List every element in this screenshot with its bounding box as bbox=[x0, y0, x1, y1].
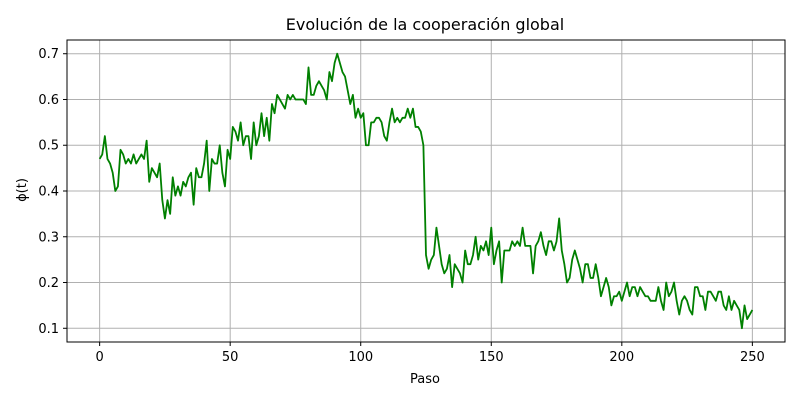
y-tick-label: 0.1 bbox=[38, 322, 59, 337]
x-tick-label: 100 bbox=[348, 350, 373, 365]
y-tick-label: 0.5 bbox=[38, 139, 59, 154]
x-tick-label: 150 bbox=[479, 350, 504, 365]
x-axis-label: Paso bbox=[410, 372, 440, 387]
y-tick-label: 0.6 bbox=[38, 93, 59, 108]
y-tick-label: 0.7 bbox=[38, 47, 59, 62]
x-axis-ticks: 0 50 100 150 200 250 bbox=[95, 342, 765, 365]
x-tick-label: 200 bbox=[609, 350, 634, 365]
y-tick-label: 0.3 bbox=[38, 230, 59, 245]
x-tick-label: 0 bbox=[95, 350, 103, 365]
y-tick-label: 0.4 bbox=[38, 185, 59, 200]
x-tick-label: 50 bbox=[222, 350, 239, 365]
y-tick-label: 0.2 bbox=[38, 276, 59, 291]
x-tick-label: 250 bbox=[740, 350, 765, 365]
y-axis-label: ϕ(t) bbox=[15, 178, 30, 202]
y-axis-ticks: 0.1 0.2 0.3 0.4 0.5 0.6 0.7 bbox=[38, 47, 67, 337]
series-line-group bbox=[98, 52, 754, 330]
chart-title: Evolución de la cooperación global bbox=[286, 15, 564, 34]
series-line bbox=[98, 52, 754, 330]
